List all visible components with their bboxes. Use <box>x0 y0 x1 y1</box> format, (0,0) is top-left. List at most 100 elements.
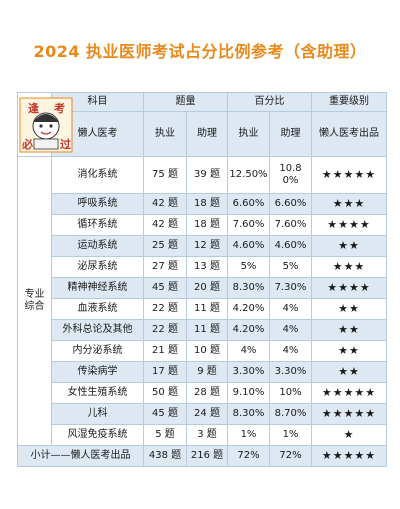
table-row: 内分泌系统 21 题 10 题 4% 4% ★★ <box>18 340 387 362</box>
licensed-pct-cell: 8.30% <box>227 403 270 425</box>
svg-text:逢: 逢 <box>28 101 39 115</box>
licensed-pct-cell: 7.60% <box>227 214 270 236</box>
licensed-pct-cell: 4.20% <box>227 298 270 320</box>
licensed-count-cell: 22 题 <box>143 319 187 341</box>
page-title: 2024 执业医师考试占分比例参考（含助理） <box>33 42 367 61</box>
importance-stars: ★★★ <box>311 256 387 278</box>
licensed-pct-cell: 4.20% <box>227 319 270 341</box>
table-row: 循环系统 42 题 18 题 7.60% 7.60% ★★★★ <box>18 214 387 236</box>
table-row: 呼吸系统 42 题 18 题 6.60% 6.60% ★★★ <box>18 193 387 215</box>
licensed-count-cell: 17 题 <box>143 361 187 383</box>
licensed-count-cell: 5 题 <box>143 424 187 446</box>
table-row: 女性生殖系统 50 题 28 题 9.10% 10% ★★★★★ <box>18 382 387 404</box>
licensed-count-cell: 21 题 <box>143 340 187 362</box>
svg-text:考: 考 <box>54 101 65 115</box>
assistant-pct-cell: 7.60% <box>269 214 312 236</box>
licensed-count-cell: 75 题 <box>143 156 187 194</box>
licensed-count-cell: 50 题 <box>143 382 187 404</box>
table-row: 传染病学 17 题 9 题 3.30% 3.30% ★★ <box>18 361 387 383</box>
total-assistant-count: 216 题 <box>186 445 228 467</box>
licensed-pct-cell: 6.60% <box>227 193 270 215</box>
importance-stars: ★★★★★ <box>311 403 387 425</box>
assistant-count-cell: 18 题 <box>186 214 228 236</box>
header-importance: 重要级别 <box>311 92 387 112</box>
licensed-pct-cell: 1% <box>227 424 270 446</box>
subject-cell: 消化系统 <box>51 156 144 194</box>
assistant-pct-cell: 4.60% <box>269 235 312 257</box>
licensed-count-cell: 25 题 <box>143 235 187 257</box>
licensed-pct-cell: 5% <box>227 256 270 278</box>
assistant-count-cell: 11 题 <box>186 319 228 341</box>
assistant-pct-cell: 4% <box>269 340 312 362</box>
subject-cell: 泌尿系统 <box>51 256 144 278</box>
score-table-container: 逢 考 必 过 科目 题量 百分比 重要级别 懒人医考 执业 助理 执业 助理 … <box>17 92 387 467</box>
svg-text:必: 必 <box>21 137 33 151</box>
subject-cell: 传染病学 <box>51 361 144 383</box>
importance-stars: ★★★★ <box>311 277 387 299</box>
assistant-count-cell: 3 题 <box>186 424 228 446</box>
assistant-pct-cell: 1% <box>269 424 312 446</box>
licensed-count-cell: 45 题 <box>143 277 187 299</box>
subject-cell: 循环系统 <box>51 214 144 236</box>
assistant-pct-cell: 10% <box>269 382 312 404</box>
licensed-pct-cell: 4.60% <box>227 235 270 257</box>
total-licensed-count: 438 题 <box>143 445 187 467</box>
licensed-pct-cell: 9.10% <box>227 382 270 404</box>
category-cell: 专业综合 <box>17 156 52 446</box>
table-row: 风湿免疫系统 5 题 3 题 1% 1% ★ <box>18 424 387 446</box>
licensed-pct-cell: 8.30% <box>227 277 270 299</box>
subject-cell: 外科总论及其他 <box>51 319 144 341</box>
subject-cell: 精神神经系统 <box>51 277 144 299</box>
subject-cell: 运动系统 <box>51 235 144 257</box>
mascot-logo-icon: 逢 考 必 过 <box>19 97 73 152</box>
subject-cell: 内分泌系统 <box>51 340 144 362</box>
subject-cell: 呼吸系统 <box>51 193 144 215</box>
table-row: 儿科 45 题 24 题 8.30% 8.70% ★★★★★ <box>18 403 387 425</box>
table-row: 外科总论及其他 22 题 11 题 4.20% 4% ★★ <box>18 319 387 341</box>
subject-cell: 血液系统 <box>51 298 144 320</box>
importance-stars: ★ <box>311 424 387 446</box>
assistant-count-cell: 10 题 <box>186 340 228 362</box>
licensed-pct-cell: 12.50% <box>227 156 270 194</box>
assistant-count-cell: 39 题 <box>186 156 228 194</box>
total-importance-stars: ★★★★★ <box>311 445 387 467</box>
assistant-pct-cell: 4% <box>269 298 312 320</box>
licensed-count-cell: 45 题 <box>143 403 187 425</box>
importance-stars: ★★ <box>311 319 387 341</box>
total-assistant-pct: 72% <box>269 445 312 467</box>
assistant-pct-cell: 5% <box>269 256 312 278</box>
importance-stars: ★★★★ <box>311 214 387 236</box>
importance-stars: ★★★★★ <box>311 382 387 404</box>
assistant-pct-cell: 10.80% <box>269 156 312 194</box>
assistant-count-cell: 24 题 <box>186 403 228 425</box>
assistant-pct-cell: 7.30% <box>269 277 312 299</box>
assistant-count-cell: 20 题 <box>186 277 228 299</box>
licensed-pct-cell: 3.30% <box>227 361 270 383</box>
table-row: 运动系统 25 题 12 题 4.60% 4.60% ★★ <box>18 235 387 257</box>
table-row: 血液系统 22 题 11 题 4.20% 4% ★★ <box>18 298 387 320</box>
assistant-pct-cell: 4% <box>269 319 312 341</box>
importance-stars: ★★ <box>311 298 387 320</box>
logo-cell: 逢 考 必 过 <box>17 92 73 157</box>
header-percent: 百分比 <box>227 92 312 112</box>
header-row-1: 逢 考 必 过 科目 题量 百分比 重要级别 <box>17 92 387 157</box>
assistant-pct-cell: 3.30% <box>269 361 312 383</box>
licensed-count-cell: 42 题 <box>143 214 187 236</box>
table-row: 泌尿系统 27 题 13 题 5% 5% ★★★ <box>18 256 387 278</box>
assistant-count-cell: 9 题 <box>186 361 228 383</box>
licensed-pct-cell: 4% <box>227 340 270 362</box>
total-label: 小计——懒人医考出品 <box>17 445 144 467</box>
score-table: 逢 考 必 过 科目 题量 百分比 重要级别 懒人医考 执业 助理 执业 助理 … <box>17 92 387 467</box>
header-licensed-pct: 执业 <box>227 111 270 157</box>
header-assistant-count: 助理 <box>186 111 228 157</box>
header-count: 题量 <box>143 92 228 112</box>
licensed-count-cell: 42 题 <box>143 193 187 215</box>
importance-stars: ★★★ <box>311 193 387 215</box>
header-importance-sub: 懒人医考出品 <box>311 111 387 157</box>
importance-stars: ★★ <box>311 361 387 383</box>
subject-cell: 儿科 <box>51 403 144 425</box>
header-licensed-count: 执业 <box>143 111 187 157</box>
assistant-count-cell: 13 题 <box>186 256 228 278</box>
table-row: 精神神经系统 45 题 20 题 8.30% 7.30% ★★★★ <box>18 277 387 299</box>
subject-cell: 风湿免疫系统 <box>51 424 144 446</box>
